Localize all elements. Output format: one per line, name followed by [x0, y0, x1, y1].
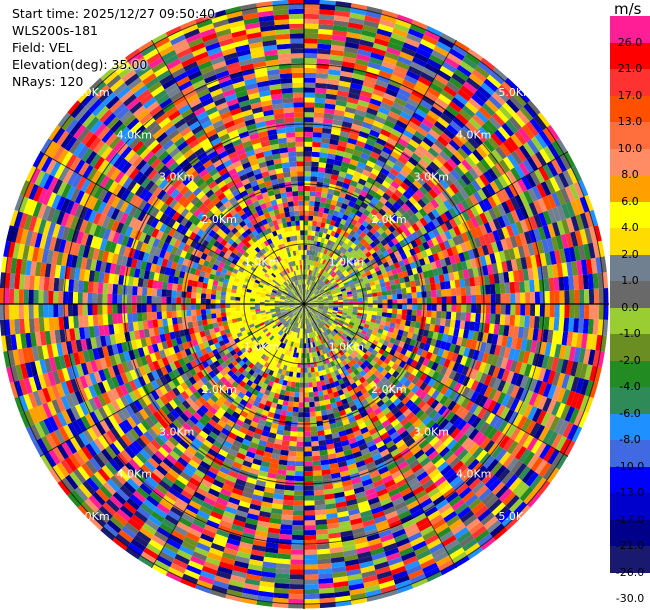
- colorbar-tick-label: 21.0: [617, 62, 643, 75]
- colorbar-bin: -2.0: [610, 334, 650, 367]
- range-ring-label: 2.0Km: [371, 383, 406, 396]
- range-ring-grid: [0, 0, 610, 610]
- colorbar-bin: -21.0: [610, 519, 650, 552]
- range-ring-label: 3.0Km: [159, 425, 194, 438]
- colorbar-tick-label: 2.0: [621, 247, 639, 261]
- colorbar-bin: 17.0: [610, 69, 650, 102]
- colorbar-unit: m/s: [614, 0, 642, 18]
- range-ring-label: 4.0Km: [117, 128, 152, 141]
- colorbar-bin: 8.0: [610, 148, 650, 181]
- colorbar-tick-label: 1.0: [621, 274, 639, 287]
- colorbar-bin: 21.0: [610, 42, 650, 75]
- colorbar-bin: -10.0: [610, 440, 650, 473]
- colorbar-tick-label: 6.0: [621, 194, 639, 208]
- elevation-text: Elevation(deg): 35.00: [12, 57, 148, 72]
- colorbar-tick-label: -17.0: [615, 512, 645, 526]
- colorbar-tick-label: 8.0: [621, 168, 639, 181]
- colorbar-tick-label: -2.0: [619, 353, 641, 367]
- range-ring-label: 4.0Km: [117, 468, 152, 481]
- colorbar-tick-label: 0.0: [621, 300, 639, 314]
- range-ring-label: 5.0Km: [74, 510, 109, 523]
- range-ring-label: 5.0Km: [74, 86, 109, 99]
- instrument-text: WLS200s-181: [12, 23, 98, 38]
- colorbar-tick-label: 17.0: [617, 88, 643, 102]
- range-ring-label: 2.0Km: [201, 213, 236, 226]
- colorbar-tick-label: -26.0: [615, 565, 645, 579]
- range-ring-label: 2.0Km: [201, 383, 236, 396]
- colorbar-bin: -6.0: [610, 387, 650, 420]
- colorbar-bin: 1.0: [610, 254, 650, 287]
- range-ring-label: 3.0Km: [414, 171, 449, 184]
- scan-info: Start time: 2025/12/27 09:50:40 WLS200s-…: [12, 5, 215, 90]
- range-ring-label: 4.0Km: [456, 128, 491, 141]
- field-text: Field: VEL: [12, 40, 73, 55]
- start-time-text: Start time: 2025/12/27 09:50:40: [12, 6, 216, 21]
- range-ring-label: 1.0Km: [244, 256, 279, 269]
- colorbar-bin: 10.0: [610, 122, 650, 155]
- colorbar-tick-label: -4.0: [619, 380, 641, 393]
- nrays-text: NRays: 120: [12, 74, 84, 89]
- range-ring-label: 3.0Km: [414, 425, 449, 438]
- colorbar-bin: -17.0: [610, 493, 650, 526]
- colorbar-tick-label: -13.0: [615, 486, 645, 499]
- range-ring-label: 4.0Km: [456, 468, 491, 481]
- colorbar-bin: 6.0: [610, 175, 650, 208]
- colorbar-tick-label: -10.0: [615, 459, 645, 473]
- colorbar-tick-label: -1.0: [619, 327, 641, 340]
- range-ring-label: 1.0Km: [329, 256, 364, 269]
- colorbar-tick-label: 26.0: [617, 35, 643, 49]
- colorbar-bin: -13.0: [610, 466, 650, 499]
- colorbar-bin: -1.0: [610, 307, 650, 340]
- velocity-colorbar: 26.0 21.0 17.0 13.0 10.0 8.0 6.0 4.0 2.0 1.0 0.0 -1…: [610, 16, 650, 605]
- range-ring-label: 1.0Km: [244, 340, 279, 353]
- colorbar-bin: 4.0: [610, 201, 650, 234]
- range-ring-label: 5.0Km: [498, 510, 533, 523]
- range-ring-label: 3.0Km: [159, 171, 194, 184]
- colorbar-bin: -4.0: [610, 360, 650, 393]
- range-ring-label: 5.0Km: [498, 86, 533, 99]
- colorbar-bin: -8.0: [610, 413, 650, 446]
- colorbar-tick-label: 4.0: [621, 221, 639, 234]
- colorbar-tick-label: -21.0: [615, 539, 645, 552]
- colorbar-bin: 0.0: [610, 281, 650, 314]
- colorbar-bin: -26.0: [610, 546, 650, 579]
- colorbar-tick-label: -6.0: [619, 406, 641, 420]
- colorbar-tick-label: 10.0: [617, 141, 643, 155]
- colorbar-bin: 2.0: [610, 228, 650, 261]
- colorbar-tick-label: -30.0: [615, 592, 645, 605]
- range-ring-label: 2.0Km: [371, 213, 406, 226]
- colorbar-bin: 26.0: [610, 16, 650, 49]
- colorbar-bin: -30.0: [610, 572, 650, 605]
- range-ring-labels: 1.0Km 1.0Km 1.0Km 1.0Km 2.0Km 2.0Km 2.0Km 2.0Km…: [74, 86, 534, 523]
- colorbar-tick-label: -8.0: [619, 433, 641, 446]
- colorbar-tick-label: 13.0: [617, 115, 643, 128]
- colorbar-bin: 13.0: [610, 95, 650, 128]
- range-ring-label: 1.0Km: [329, 340, 364, 353]
